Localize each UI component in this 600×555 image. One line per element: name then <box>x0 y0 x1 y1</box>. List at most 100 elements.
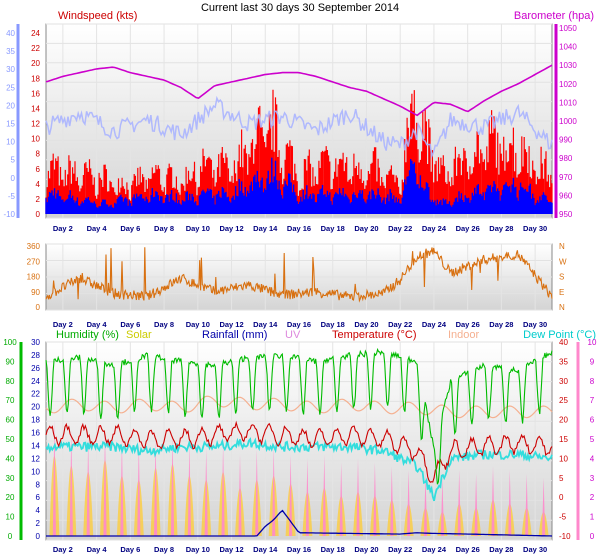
tick-label: 1010 <box>559 98 577 107</box>
day-label: Day 30 <box>523 320 547 329</box>
tick-label: 14 <box>31 104 40 113</box>
day-label: Day 8 <box>154 545 174 554</box>
day-label: Day 22 <box>388 224 412 233</box>
tick-label: 0 <box>36 532 41 541</box>
tick-label: N <box>559 303 565 312</box>
tick-label: -5 <box>559 513 567 522</box>
day-label: Day 14 <box>253 320 278 329</box>
tick-label: 1030 <box>559 61 577 70</box>
tick-label: 0 <box>590 532 595 541</box>
tick-label: 10 <box>559 454 568 463</box>
day-label: Day 6 <box>120 545 140 554</box>
tick-label: 35 <box>6 47 15 56</box>
tick-label: 6 <box>36 165 41 174</box>
tick-label: 20 <box>31 403 40 412</box>
barometer-label: Barometer (hpa) <box>514 10 594 22</box>
tick-label: 0 <box>36 303 41 312</box>
tick-label: 60 <box>6 416 15 425</box>
tick-label: 30 <box>6 65 15 74</box>
tick-label: 2 <box>36 519 41 528</box>
tick-label: 10 <box>31 135 40 144</box>
tick-label: 0 <box>8 532 13 541</box>
tick-label: 5 <box>559 474 564 483</box>
day-label: Day 10 <box>186 224 210 233</box>
day-label: Day 24 <box>422 320 447 329</box>
tick-label: -5 <box>8 192 16 201</box>
tick-label: -10 <box>3 210 15 219</box>
indoor-label: Indoor <box>448 329 480 341</box>
climate-panel: Humidity (%) Solar Rainfall (mm) UV Temp… <box>3 329 597 554</box>
tick-label: 10 <box>31 467 40 476</box>
tick-label: 20 <box>6 493 15 502</box>
wind-series <box>45 64 553 214</box>
tick-label: 4 <box>36 506 41 515</box>
day-label: Day 18 <box>321 224 345 233</box>
solar-label: Solar <box>126 329 152 341</box>
tick-label: 970 <box>559 173 573 182</box>
day-label: Day 26 <box>456 224 480 233</box>
tick-label: 14 <box>31 441 40 450</box>
humidity-label: Humidity (%) <box>56 329 119 341</box>
tick-label: 10 <box>6 513 15 522</box>
tick-label: 12 <box>31 454 40 463</box>
day-label: Day 14 <box>253 224 278 233</box>
uv-label: UV <box>285 329 301 341</box>
barometer-line <box>45 64 553 117</box>
tick-label: 10 <box>588 338 597 347</box>
tick-label: 15 <box>559 435 568 444</box>
day-label: Day 8 <box>154 224 174 233</box>
day-label: Day 24 <box>422 224 447 233</box>
day-label: Day 26 <box>456 545 480 554</box>
climate-day-labels: Day 2 Day 4 Day 6 Day 8 Day 10 Day 12 Day 14 Da… <box>53 545 547 554</box>
day-label: Day 16 <box>287 545 311 554</box>
tick-label: 8 <box>36 480 41 489</box>
dew-point-label: Dew Point (°C) <box>523 329 596 341</box>
tick-label: 80 <box>6 377 15 386</box>
tick-label: 40 <box>559 338 568 347</box>
tick-label: 20 <box>6 101 15 110</box>
tick-label: 30 <box>31 338 40 347</box>
tick-label: 6 <box>36 493 41 502</box>
direction-gridlines <box>46 243 552 311</box>
tick-label: -10 <box>559 532 571 541</box>
tick-label: 0 <box>36 210 41 219</box>
tick-label: 990 <box>559 136 573 145</box>
tick-label: 270 <box>27 257 41 266</box>
tick-label: 6 <box>590 416 595 425</box>
tick-label: 10 <box>6 138 15 147</box>
day-label: Day 28 <box>489 320 513 329</box>
tick-label: 22 <box>31 44 40 53</box>
tick-label: 24 <box>31 29 40 38</box>
tick-label: 8 <box>36 150 41 159</box>
wind-avg-line <box>45 95 553 159</box>
day-label: Day 28 <box>489 224 513 233</box>
day-label: Day 10 <box>186 320 210 329</box>
tick-label: W <box>559 257 567 266</box>
direction-series <box>45 247 553 303</box>
tick-label: 30 <box>559 377 568 386</box>
tick-label: 16 <box>31 429 40 438</box>
day-label: Day 4 <box>87 545 108 554</box>
day-label: Day 18 <box>321 545 345 554</box>
indoor-line <box>45 395 553 419</box>
day-label: Day 20 <box>354 320 378 329</box>
day-label: Day 16 <box>287 320 311 329</box>
tick-label: 0 <box>559 493 564 502</box>
day-label: Day 20 <box>354 224 378 233</box>
tick-label: 28 <box>31 351 40 360</box>
day-label: Day 4 <box>87 320 108 329</box>
tick-label: 70 <box>6 396 15 405</box>
day-label: Day 16 <box>287 224 311 233</box>
tick-label: 24 <box>31 377 40 386</box>
windspeed-label: Windspeed (kts) <box>58 10 137 22</box>
tick-label: 9 <box>590 357 595 366</box>
tick-label: 8 <box>590 377 595 386</box>
day-label: Day 18 <box>321 320 345 329</box>
tick-label: 1050 <box>559 24 577 33</box>
tick-label: 40 <box>6 29 15 38</box>
tick-label: 0 <box>11 174 16 183</box>
